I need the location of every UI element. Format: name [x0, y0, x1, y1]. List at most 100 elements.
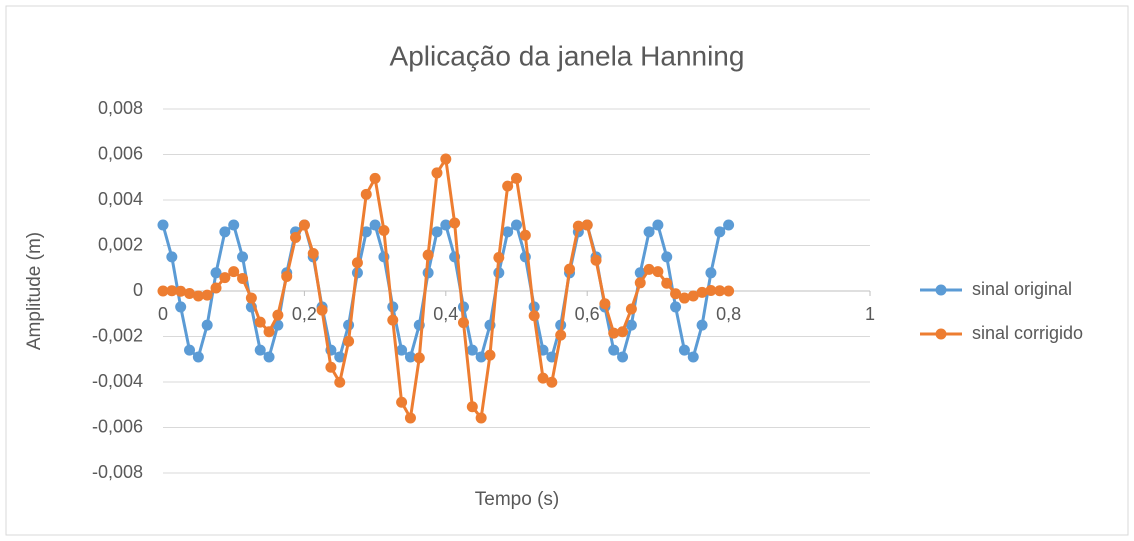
data-point [290, 232, 302, 244]
y-tick-label: -0,002 [92, 325, 143, 345]
data-point [475, 412, 487, 424]
data-point [502, 180, 514, 192]
data-point [511, 172, 522, 184]
data-point [511, 219, 522, 231]
data-point [590, 254, 602, 266]
y-tick-label: -0,006 [92, 416, 143, 436]
x-tick-label: 1 [865, 304, 875, 324]
data-point [449, 217, 461, 229]
data-point [334, 376, 346, 388]
data-point [175, 301, 187, 313]
data-point [625, 303, 637, 315]
chart-title: Aplicação da janela Hanning [390, 40, 745, 71]
y-axis-label: Amplitude (m) [24, 232, 45, 350]
data-point [519, 229, 531, 241]
y-tick-label: 0,006 [98, 143, 143, 163]
data-point [245, 292, 257, 304]
data-point [219, 226, 231, 238]
data-point [625, 319, 637, 331]
data-point [431, 167, 443, 179]
data-point [466, 344, 478, 356]
data-point [343, 335, 355, 347]
data-point [661, 251, 673, 263]
data-point [192, 351, 204, 363]
data-point [228, 219, 240, 231]
data-point [634, 277, 646, 289]
data-point [201, 289, 213, 301]
data-point [184, 288, 196, 300]
data-point [643, 263, 655, 275]
data-point [661, 277, 673, 289]
x-tick-label: 0,6 [575, 304, 600, 324]
data-point [272, 309, 284, 321]
data-point [678, 344, 690, 356]
data-point [351, 257, 363, 269]
data-point [316, 304, 328, 316]
data-point [378, 224, 390, 236]
data-point [608, 344, 620, 356]
y-tick-label: -0,008 [92, 462, 143, 482]
data-point [263, 326, 275, 338]
data-point [360, 226, 372, 238]
data-point [219, 272, 231, 284]
data-point [210, 282, 222, 294]
data-point [678, 292, 690, 304]
data-point [652, 219, 664, 231]
data-point [307, 247, 319, 259]
y-tick-label: 0,008 [98, 98, 143, 118]
data-point [581, 219, 593, 231]
data-point [572, 220, 584, 232]
data-point [184, 344, 196, 356]
data-point [166, 251, 178, 263]
data-point [387, 314, 399, 326]
data-point [157, 285, 169, 297]
data-point [696, 286, 708, 298]
x-tick-label: 0,4 [433, 304, 458, 324]
data-point [714, 285, 726, 297]
data-point [528, 310, 540, 322]
data-point [643, 226, 655, 238]
data-point [210, 267, 222, 279]
x-tick-label: 0,2 [292, 304, 317, 324]
data-point [254, 316, 266, 328]
data-point [404, 351, 416, 363]
data-point [369, 172, 381, 184]
legend-marker [935, 284, 947, 296]
data-point [201, 319, 213, 331]
data-point [254, 344, 266, 356]
data-point [157, 219, 169, 231]
data-point [360, 188, 372, 200]
data-point [546, 376, 558, 388]
data-point [298, 219, 310, 231]
data-point [599, 298, 611, 310]
data-point [537, 372, 549, 384]
data-point [396, 344, 408, 356]
legend-label: sinal original [972, 279, 1072, 299]
data-point [440, 219, 452, 231]
data-point [617, 326, 629, 338]
data-point [634, 267, 646, 279]
data-point [422, 249, 434, 261]
x-tick-label: 0,8 [716, 304, 741, 324]
legend-label: sinal corrigido [972, 323, 1083, 343]
y-tick-label: -0,004 [92, 371, 143, 391]
data-point [431, 226, 443, 238]
data-point [670, 288, 682, 300]
data-point [396, 396, 408, 408]
data-point [705, 285, 717, 297]
data-point [281, 270, 293, 282]
x-tick-label: 0 [158, 304, 168, 324]
data-point [617, 351, 629, 363]
data-point [493, 252, 505, 264]
y-tick-label: 0 [133, 280, 143, 300]
data-point [413, 352, 425, 364]
data-point [237, 272, 249, 284]
data-point [192, 290, 204, 302]
data-point [652, 266, 664, 278]
data-point [608, 327, 620, 339]
data-point [687, 290, 699, 302]
data-point [325, 361, 337, 373]
data-point [175, 285, 187, 297]
data-point [466, 401, 478, 413]
